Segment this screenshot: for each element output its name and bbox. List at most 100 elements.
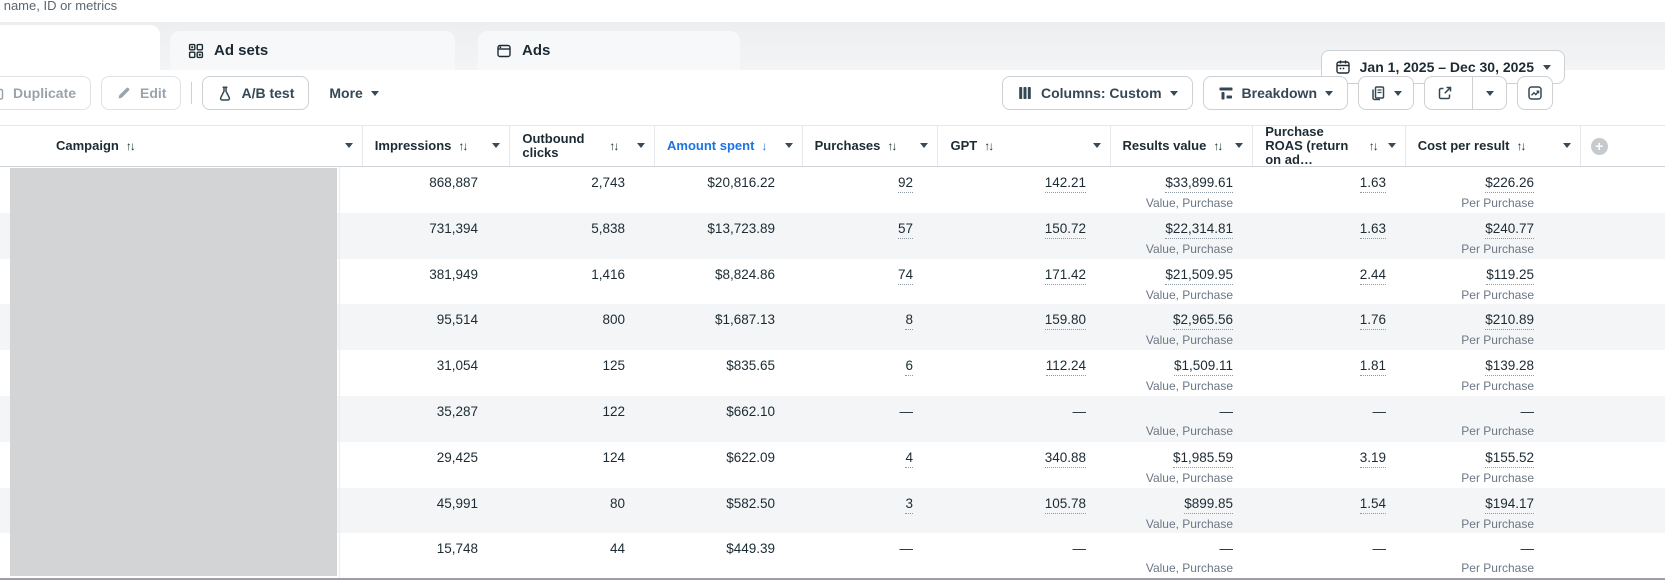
column-header-impressions[interactable]: Impressions ↑↓ xyxy=(361,126,510,166)
results-value[interactable]: $33,899.61 xyxy=(1165,175,1233,193)
purchases-value[interactable]: 8 xyxy=(905,312,913,331)
cost-per-result-cell: — Per Purchase xyxy=(1400,396,1578,442)
results-value[interactable]: $1,985.59 xyxy=(1172,450,1233,468)
edit-button[interactable]: Edit xyxy=(101,76,182,110)
column-header-cost-per-result[interactable]: Cost per result ↑↓ xyxy=(1404,126,1580,166)
column-header-purchase-roas[interactable]: Purchase ROAS (return on ad… ↑↓ xyxy=(1252,125,1404,167)
add-column-button[interactable]: + xyxy=(1579,126,1665,166)
purchases-value[interactable]: 4 xyxy=(905,450,913,468)
results-value[interactable]: $899.85 xyxy=(1184,496,1233,514)
chevron-down-icon[interactable] xyxy=(784,143,793,148)
sort-icon[interactable]: ↑↓ xyxy=(1368,139,1379,153)
chevron-down-icon[interactable] xyxy=(637,143,646,148)
gpt-cell: 112.24 xyxy=(925,350,1100,396)
purchases-value[interactable]: 3 xyxy=(905,496,913,514)
chevron-down-icon[interactable] xyxy=(344,143,353,148)
date-range-picker[interactable]: Jan 1, 2025 – Dec 30, 2025 xyxy=(1320,50,1565,84)
campaign-header-label: Campaign xyxy=(56,138,119,153)
sort-icon[interactable]: ↑↓ xyxy=(1213,139,1223,153)
tab-strip: Ad sets Ads Jan 1, 2025 – Dec 30, 2025 xyxy=(0,22,1665,84)
cost-per-result-value[interactable]: $240.77 xyxy=(1485,221,1534,239)
purchase-roas-value[interactable]: — xyxy=(1372,403,1387,419)
reports-button[interactable] xyxy=(1358,76,1414,110)
purchases-value[interactable]: 74 xyxy=(897,267,913,285)
gpt-value[interactable]: 171.42 xyxy=(1044,267,1086,285)
more-button[interactable]: More xyxy=(319,76,388,110)
cost-per-result-value[interactable]: $226.26 xyxy=(1485,175,1534,193)
purchase-roas-value[interactable]: 1.76 xyxy=(1359,312,1386,331)
results-value[interactable]: — xyxy=(1219,403,1234,419)
tab-ad-sets[interactable]: Ad sets xyxy=(170,31,455,70)
horizontal-scrollbar[interactable] xyxy=(0,578,1665,580)
sort-icon[interactable]: ↑↓ xyxy=(125,139,136,153)
column-header-purchases[interactable]: Purchases ↑↓ xyxy=(801,126,938,166)
column-header-outbound-clicks[interactable]: Outbound clicks ↑↓ xyxy=(509,126,654,166)
gpt-value[interactable]: 159.80 xyxy=(1044,312,1086,331)
column-header-campaign[interactable]: Campaign ↑↓ xyxy=(38,126,362,166)
sort-icon[interactable]: ↑↓ xyxy=(609,139,619,153)
column-header-gpt[interactable]: GPT ↑↓ xyxy=(937,126,1109,166)
columns-button[interactable]: Columns: Custom xyxy=(1001,76,1193,110)
cost-per-result-value[interactable]: $155.52 xyxy=(1485,450,1534,468)
results-value[interactable]: $22,314.81 xyxy=(1165,221,1233,239)
gpt-value[interactable]: — xyxy=(1072,403,1087,419)
purchase-roas-cell: 1.81 xyxy=(1245,350,1400,396)
sort-icon[interactable]: ↑↓ xyxy=(458,139,468,153)
results-value[interactable]: $2,965.56 xyxy=(1172,312,1233,331)
gpt-value[interactable]: — xyxy=(1072,541,1087,557)
tab-ads[interactable]: Ads xyxy=(478,31,740,70)
cost-per-result-value[interactable]: $119.25 xyxy=(1486,267,1534,285)
cost-per-result-value[interactable]: $139.28 xyxy=(1485,358,1534,377)
tab-campaigns-active[interactable] xyxy=(0,25,160,70)
gpt-cell: — xyxy=(925,533,1100,578)
sort-descending-icon[interactable]: ↓ xyxy=(761,139,768,153)
column-header-results-value[interactable]: Results value ↑↓ xyxy=(1109,126,1253,166)
gpt-value[interactable]: 340.88 xyxy=(1044,450,1086,468)
chevron-down-icon[interactable] xyxy=(1562,143,1571,148)
results-value[interactable]: $1,509.11 xyxy=(1173,358,1233,377)
impressions-cell: 731,394 xyxy=(340,213,490,259)
gpt-cell: 171.42 xyxy=(925,259,1100,305)
purchases-value[interactable]: 6 xyxy=(905,358,913,377)
purchases-value[interactable]: — xyxy=(899,403,914,419)
purchases-value[interactable]: 92 xyxy=(897,175,913,193)
sort-icon[interactable]: ↑↓ xyxy=(887,139,897,153)
cost-per-result-value[interactable]: — xyxy=(1520,403,1535,419)
charts-button[interactable] xyxy=(1517,76,1553,110)
breakdown-button[interactable]: Breakdown xyxy=(1202,76,1348,110)
sort-icon[interactable]: ↑↓ xyxy=(1516,139,1526,153)
gpt-value[interactable]: 150.72 xyxy=(1044,221,1086,239)
cost-per-result-value[interactable]: — xyxy=(1520,541,1535,557)
results-value[interactable]: $21,509.95 xyxy=(1165,267,1233,285)
purchases-value[interactable]: — xyxy=(899,541,914,557)
chevron-down-icon[interactable] xyxy=(920,143,929,148)
purchase-roas-value[interactable]: 1.63 xyxy=(1359,175,1386,193)
gpt-value[interactable]: 142.21 xyxy=(1044,175,1086,193)
amount-spent-value: $622.09 xyxy=(726,449,775,465)
campaign-name-cell xyxy=(10,212,340,259)
purchase-roas-value[interactable]: 1.54 xyxy=(1359,496,1386,514)
purchases-value[interactable]: 57 xyxy=(897,221,913,239)
cost-per-result-value[interactable]: $194.17 xyxy=(1485,496,1534,514)
duplicate-button[interactable]: Duplicate xyxy=(0,76,92,110)
chevron-down-icon[interactable] xyxy=(492,143,501,148)
export-options-button[interactable] xyxy=(1472,77,1506,109)
chevron-down-icon[interactable] xyxy=(1387,143,1396,148)
impressions-value: 731,394 xyxy=(429,220,478,236)
gpt-value[interactable]: 105.78 xyxy=(1044,496,1086,514)
purchase-roas-value[interactable]: 3.19 xyxy=(1359,450,1386,468)
ab-test-button[interactable]: A/B test xyxy=(202,76,310,110)
purchase-roas-value[interactable]: 2.44 xyxy=(1359,267,1386,285)
gpt-value[interactable]: 112.24 xyxy=(1045,358,1086,377)
amount-spent-value: $13,723.89 xyxy=(707,220,775,236)
chevron-down-icon[interactable] xyxy=(1235,143,1244,148)
cost-per-result-value[interactable]: $210.89 xyxy=(1485,312,1534,331)
purchase-roas-value[interactable]: 1.63 xyxy=(1359,221,1386,239)
purchase-roas-value[interactable]: — xyxy=(1372,541,1387,557)
export-button[interactable] xyxy=(1425,77,1464,109)
purchase-roas-value[interactable]: 1.81 xyxy=(1359,358,1386,377)
column-header-amount-spent[interactable]: Amount spent ↓ xyxy=(654,126,802,166)
chevron-down-icon[interactable] xyxy=(1092,143,1101,148)
results-value[interactable]: — xyxy=(1219,541,1234,557)
sort-icon[interactable]: ↑↓ xyxy=(984,139,994,153)
